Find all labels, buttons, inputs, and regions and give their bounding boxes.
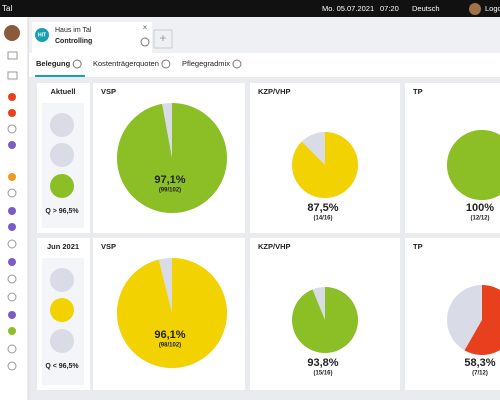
subtab-label[interactable]: Kostenträgerquoten — [93, 59, 159, 68]
pie-value-label: 97,1% — [154, 174, 185, 186]
icon[interactable] — [7, 274, 17, 284]
icon[interactable] — [7, 361, 17, 371]
icon[interactable] — [8, 207, 16, 215]
sidebar-avatar[interactable] — [4, 25, 20, 41]
pie-slice — [116, 258, 227, 368]
icon[interactable] — [8, 93, 16, 101]
icon[interactable] — [7, 344, 17, 354]
icon[interactable] — [8, 109, 16, 117]
subtab-label[interactable]: Belegung — [36, 59, 71, 68]
subtab-check — [232, 59, 242, 69]
subtab-label[interactable]: Pflegegradmix — [182, 59, 230, 68]
status-lamp — [50, 143, 74, 167]
new-tab-plus[interactable]: + — [159, 31, 166, 45]
panel-title: VSP — [101, 242, 116, 251]
pie-detail: (99/102) — [159, 188, 181, 194]
pie-detail: (14/16) — [313, 216, 332, 222]
status-lamp — [50, 174, 74, 198]
period-label: Jun 2021 — [47, 242, 79, 251]
icon[interactable] — [7, 71, 18, 80]
pie-detail: (98/102) — [159, 343, 181, 349]
pie-slice — [447, 130, 500, 200]
icon[interactable] — [7, 188, 17, 198]
icon[interactable] — [8, 311, 16, 319]
tab-badge: HIT — [38, 32, 46, 38]
top-bar — [0, 0, 500, 17]
subtab-check — [72, 59, 82, 69]
pie-detail: (12/12) — [470, 216, 489, 222]
tab-title: Haus im Tal — [55, 27, 92, 34]
tab[interactable] — [32, 22, 152, 53]
pie-value-label: 58,3% — [464, 357, 495, 369]
panel-title: TP — [413, 242, 423, 251]
period-label: Aktuell — [50, 87, 75, 96]
icon[interactable] — [7, 51, 18, 60]
icon[interactable] — [8, 258, 16, 266]
panel-title: KZP/VHP — [258, 87, 291, 96]
pie-slice — [464, 285, 500, 355]
icon[interactable] — [7, 292, 17, 302]
time: 07:20 — [380, 4, 399, 13]
subtab-active-underline — [35, 75, 85, 77]
sidebar-icons — [7, 51, 18, 371]
user-avatar[interactable] — [469, 3, 481, 15]
status-label: Q < 96,5% — [45, 363, 79, 370]
logout[interactable]: Logo — [485, 4, 500, 13]
panel-title: KZP/VHP — [258, 242, 291, 251]
pie-value-label: 93,8% — [307, 357, 338, 369]
pie-detail: (7/12) — [472, 371, 488, 377]
pie-value-label: 100% — [466, 202, 494, 214]
subtab-bar — [29, 53, 500, 77]
tab-subtitle: Controlling — [55, 38, 92, 45]
status-lamp — [50, 298, 74, 322]
icon[interactable] — [8, 327, 16, 335]
pie-slice — [292, 132, 359, 199]
pie-value-label: 96,1% — [154, 329, 185, 341]
panel-title: VSP — [101, 87, 116, 96]
tab-close[interactable]: × — [143, 23, 148, 32]
content: Aktuell Q > 96,5% VSP 97,1% (99/102) KZP/VHP 8… — [37, 83, 500, 390]
panel-title: TP — [413, 87, 423, 96]
pie-slice — [292, 287, 359, 354]
tab-badge-bg — [35, 28, 49, 42]
subtab-check — [161, 59, 171, 69]
subtabs: Belegung Kostenträgerquoten Pflegegradmix — [36, 59, 242, 69]
icon[interactable] — [7, 239, 17, 249]
tab-check — [140, 37, 150, 47]
language[interactable]: Deutsch — [412, 4, 440, 13]
date: Mo. 05.07.2021 — [322, 4, 374, 13]
status-lamp — [50, 268, 74, 292]
icon[interactable] — [8, 223, 16, 231]
icon[interactable] — [8, 173, 16, 181]
pie-detail: (15/16) — [313, 371, 332, 377]
icon[interactable] — [8, 141, 16, 149]
icon[interactable] — [7, 124, 17, 134]
brand: Tal — [2, 4, 12, 13]
pie-value-label: 87,5% — [307, 202, 338, 214]
status-lamp — [50, 113, 74, 137]
status-label: Q > 96,5% — [45, 208, 79, 215]
pie-slice — [117, 103, 228, 213]
new-tab[interactable] — [153, 29, 173, 49]
status-lamp — [50, 329, 74, 353]
